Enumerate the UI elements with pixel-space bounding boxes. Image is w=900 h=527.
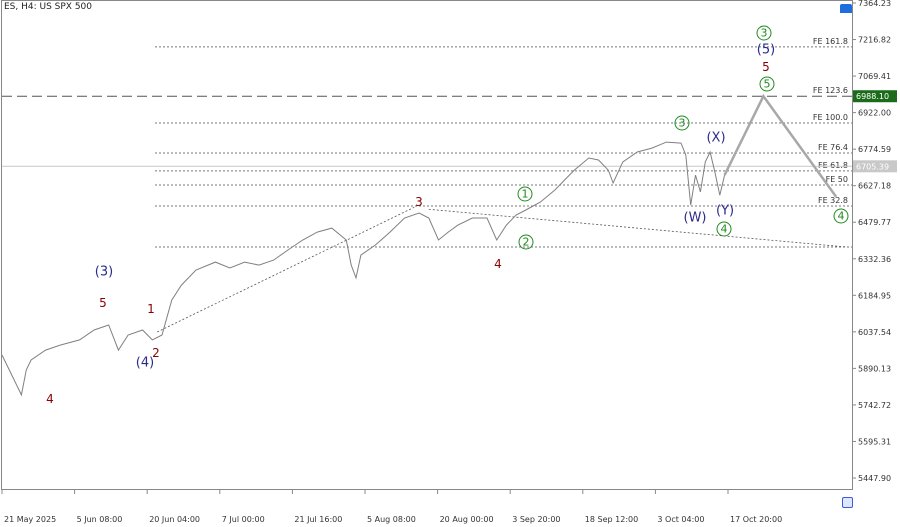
- wave-label-green: 5: [759, 76, 775, 92]
- wave-label-green: 4: [716, 221, 732, 237]
- y-tick-label: 6922.00: [858, 109, 891, 118]
- fib-level-label: FE 50: [826, 175, 848, 184]
- x-tick-label: 18 Sep 12:00: [585, 515, 638, 524]
- y-tick-label: 6774.59: [858, 145, 891, 154]
- x-tick-label: 7 Jul 00:00: [222, 515, 265, 524]
- y-tick-label: 5595.31: [858, 437, 891, 446]
- scroll-end-icon[interactable]: [842, 497, 853, 508]
- x-tick-label: 3 Oct 04:00: [657, 515, 704, 524]
- wave-label-red: 5: [99, 296, 107, 310]
- fib-level-label: FE 61.8: [818, 161, 848, 170]
- wave-label-red: 4: [46, 392, 54, 406]
- wave-label-green: 2: [518, 234, 534, 250]
- y-tick-label: 7069.41: [858, 72, 891, 81]
- y-tick-label: 6037.54: [858, 328, 891, 337]
- wave-label-navy: (X): [706, 130, 726, 146]
- y-tick-label: 5447.90: [858, 474, 891, 483]
- x-tick-label: 3 Sep 20:00: [512, 515, 560, 524]
- current-price-badge: [853, 160, 897, 173]
- chart-title: ES, H4: US SPX 500: [4, 2, 93, 12]
- wave-label-navy: (Y): [715, 203, 735, 219]
- target-price-badge-label: 6988.10: [856, 92, 889, 101]
- y-tick-label: 6479.77: [858, 218, 891, 227]
- fib-level-label: FE 100.0: [813, 113, 848, 122]
- plot-frame: [1, 0, 853, 490]
- x-tick-label: 20 Aug 00:00: [440, 515, 494, 524]
- x-tick-label: 21 May 2025: [4, 515, 56, 524]
- wave-label-green: 1: [517, 186, 533, 202]
- wave-label-red: 5: [762, 60, 770, 74]
- fib-level-label: FE 123.6: [813, 86, 848, 95]
- y-tick-label: 5742.72: [858, 401, 891, 410]
- y-tick-label: 6332.36: [858, 255, 891, 264]
- fib-level-label: FE 161.8: [813, 37, 848, 46]
- projection-line: [723, 93, 838, 198]
- y-tick-label: 7364.23: [858, 0, 891, 8]
- wave-label-navy: (5): [756, 42, 776, 58]
- current-price-badge-label: 6705.39: [856, 162, 889, 171]
- wave-label-green: 3: [674, 115, 690, 131]
- price-series-line: [1, 141, 726, 397]
- y-tick-label: 7216.82: [858, 36, 891, 45]
- wave-label-red: 3: [415, 195, 423, 209]
- x-tick-label: 20 Jun 04:00: [149, 515, 200, 524]
- wave-label-green: 3: [756, 25, 772, 41]
- y-tick-label: 5890.13: [858, 364, 891, 373]
- y-tick-label: 6184.95: [858, 291, 891, 300]
- wave-label-navy: (4): [135, 355, 155, 371]
- fib-level-label: FE 32.8: [818, 196, 848, 205]
- trendline: [428, 208, 846, 248]
- wave-label-navy: (3): [94, 264, 114, 280]
- academy-icon[interactable]: [840, 4, 852, 13]
- wave-label-navy: (W): [683, 210, 707, 226]
- x-tick-label: 21 Jul 16:00: [294, 515, 342, 524]
- wave-label-red: 1: [147, 302, 155, 316]
- target-price-badge: [853, 90, 897, 103]
- wave-label-green: 4: [833, 208, 849, 224]
- wave-label-red: 2: [152, 346, 160, 360]
- x-tick-label: 5 Jun 08:00: [77, 515, 123, 524]
- x-tick-label: 17 Oct 20:00: [730, 515, 782, 524]
- wave-label-red: 4: [494, 257, 502, 271]
- y-tick-label: 6627.18: [858, 182, 891, 191]
- x-tick-label: 5 Aug 08:00: [367, 515, 416, 524]
- fib-level-label: FE 76.4: [818, 143, 848, 152]
